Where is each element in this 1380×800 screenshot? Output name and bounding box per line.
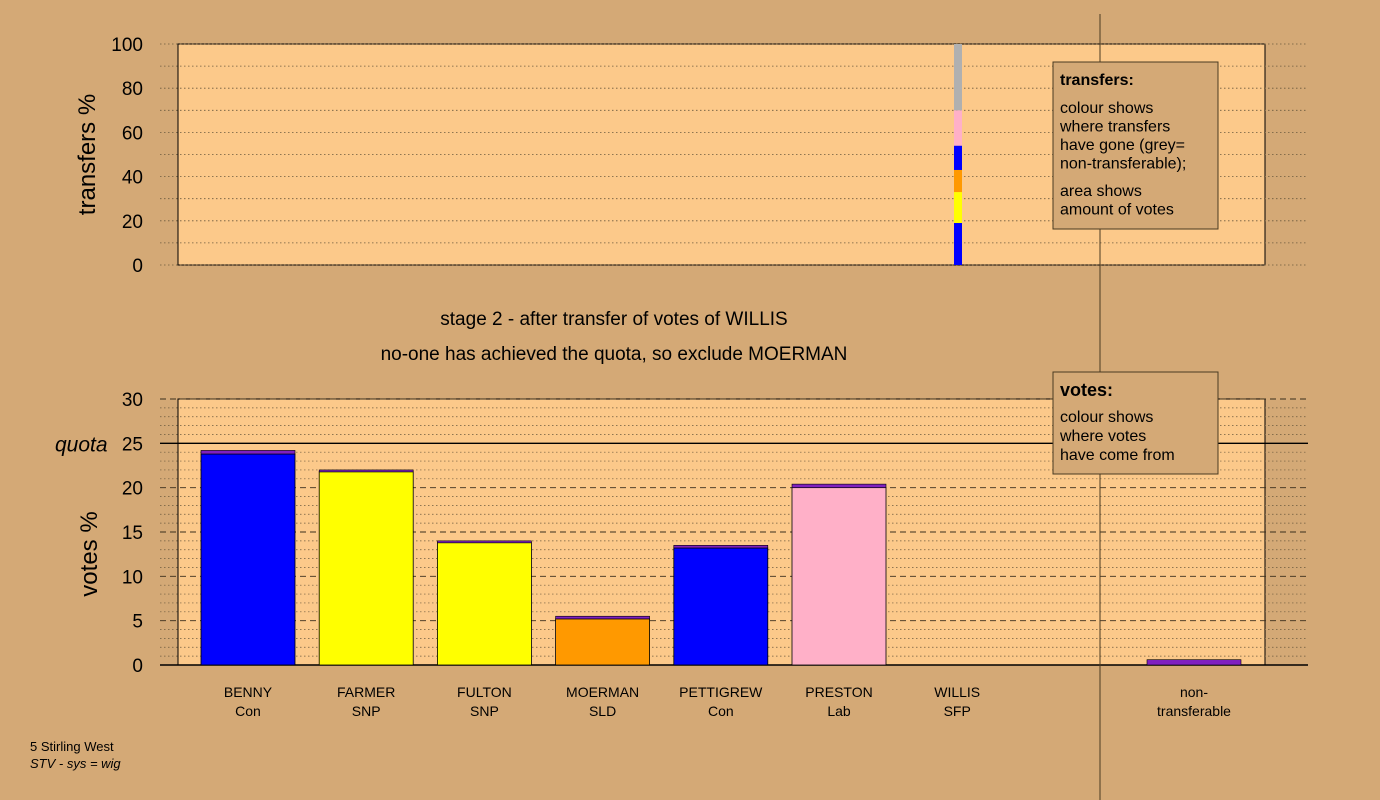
- transfer-segment-benny: [954, 145, 962, 170]
- vote-bar-fulton: [436, 542, 532, 666]
- votes-y-tick-label: 0: [132, 656, 143, 677]
- candidate-party-label: SNP: [352, 703, 381, 719]
- transfers-legend-title: transfers:: [1060, 72, 1134, 89]
- candidate-party-label: Lab: [827, 703, 851, 719]
- candidate-party-label: Con: [708, 703, 734, 719]
- transfers-legend-text: have gone (grey=: [1060, 137, 1185, 154]
- transfers-legend-text: area shows: [1060, 183, 1142, 200]
- votes-y-tick-label: 15: [122, 523, 143, 544]
- transfers-legend-box: [1052, 61, 1219, 230]
- transfers-y-tick-label: 0: [132, 256, 143, 277]
- vote-transfer-moerman: [555, 615, 650, 620]
- transfers-y-tick-label: 40: [122, 168, 143, 189]
- vote-bar-benny: [200, 453, 296, 666]
- vote-bar-pettigrew: [673, 547, 769, 666]
- votes-legend-title: votes:: [1060, 380, 1113, 400]
- transfers-y-tick-label: 20: [122, 212, 143, 233]
- candidate-name-label: PETTIGREW: [679, 684, 763, 700]
- transfers-y-axis-label: transfers %: [74, 94, 101, 215]
- non-transferable-label-1: non-: [1180, 684, 1208, 700]
- candidate-party-label: Con: [235, 703, 261, 719]
- candidate-party-label: SNP: [470, 703, 499, 719]
- vote-bar-preston: [791, 487, 887, 666]
- vote-bar-moerman: [555, 618, 650, 666]
- transfer-segment-preston: [954, 110, 962, 146]
- votes-legend-box: [1052, 371, 1219, 475]
- footer: 5 Stirling West STV - sys = wig: [30, 738, 121, 772]
- candidate-party-label: SFP: [944, 703, 971, 719]
- vote-transfer-pettigrew: [673, 544, 769, 549]
- transfers-legend-text: amount of votes: [1060, 202, 1174, 219]
- candidate-name-label: WILLIS: [934, 684, 980, 700]
- votes-y-tick-label: 5: [132, 612, 143, 633]
- vote-transfer-fulton: [437, 540, 532, 544]
- candidate-name-label: PRESTON: [805, 684, 872, 700]
- vote-bar-farmer: [318, 471, 414, 666]
- candidate-name-label: FARMER: [337, 684, 395, 700]
- votes-y-tick-label: 30: [122, 390, 143, 411]
- footer-constituency: 5 Stirling West: [30, 739, 114, 754]
- vote-bar-non-transferable: [1146, 659, 1242, 666]
- non-transferable-label-2: transferable: [1157, 703, 1231, 719]
- transfer-segment-fulton: [954, 192, 962, 224]
- votes-legend-text: where votes: [1059, 428, 1146, 445]
- candidate-name-label: FULTON: [457, 684, 512, 700]
- transfers-y-tick-label: 80: [122, 79, 143, 100]
- transfers-legend-text: colour shows: [1060, 100, 1153, 117]
- votes-y-tick-label: 25: [122, 434, 143, 455]
- votes-legend-text: have come from: [1060, 447, 1175, 464]
- votes-y-tick-label: 20: [122, 479, 143, 500]
- vote-transfer-farmer: [318, 469, 414, 473]
- votes-y-axis-label: votes %: [76, 511, 103, 596]
- candidate-name-label: BENNY: [224, 684, 273, 700]
- transfer-segment-moerman: [954, 169, 962, 193]
- votes-legend-text: colour shows: [1060, 409, 1153, 426]
- transfers-legend-text: non-transferable);: [1060, 156, 1186, 173]
- vote-transfer-benny: [200, 450, 296, 455]
- votes-y-tick-label: 10: [122, 567, 143, 588]
- transfers-legend-text: where transfers: [1059, 119, 1170, 136]
- candidate-name-label: MOERMAN: [566, 684, 639, 700]
- vote-transfer-preston: [791, 483, 887, 488]
- footer-system: STV - sys = wig: [30, 756, 121, 771]
- candidate-party-label: SLD: [589, 703, 616, 719]
- transfers-y-tick-label: 100: [111, 35, 143, 56]
- quota-label: quota: [55, 433, 108, 456]
- transfers-y-tick-label: 60: [122, 123, 143, 144]
- stage-subtitle: no-one has achieved the quota, so exclud…: [381, 344, 848, 365]
- transfer-segment-non-transferable: [954, 44, 962, 111]
- stage-title: stage 2 - after transfer of votes of WIL…: [440, 309, 787, 330]
- transfer-segment-pettigrew: [954, 223, 962, 265]
